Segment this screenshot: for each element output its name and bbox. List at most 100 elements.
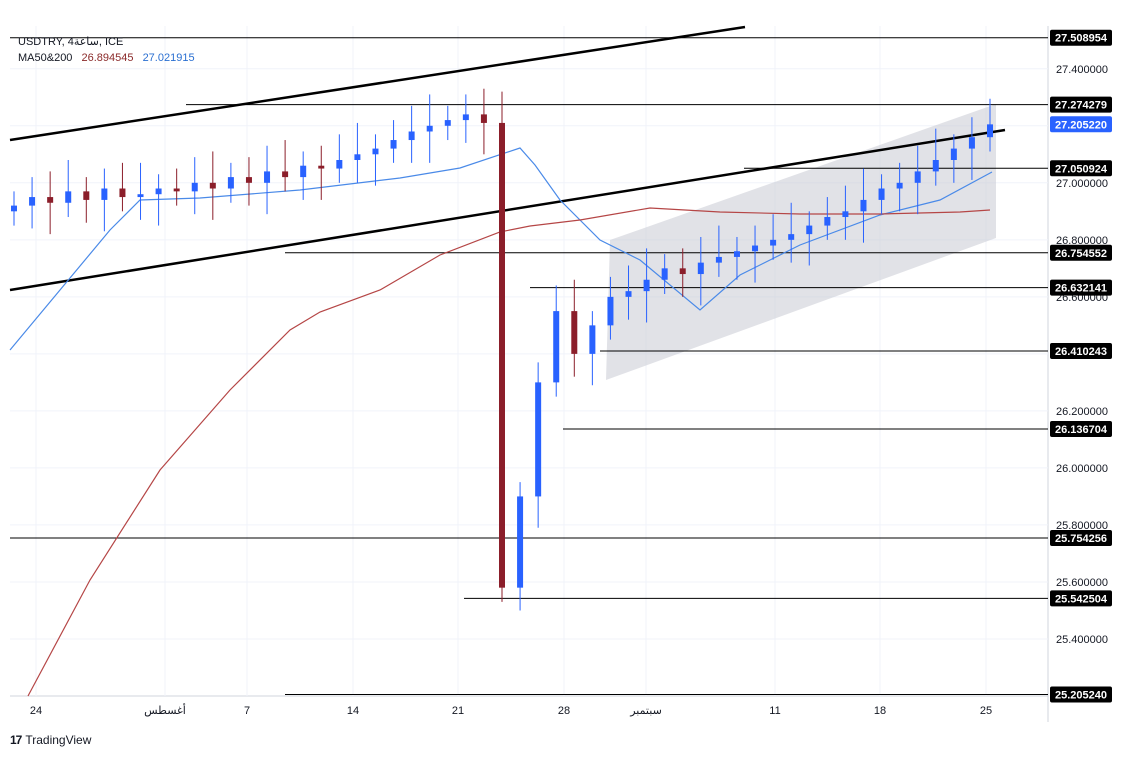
x-axis-ticks: 24 أغسطس 7 14 21 28 سبتمبر 11 18 25	[30, 703, 992, 717]
candle-body	[101, 188, 108, 200]
candle-body	[354, 154, 361, 160]
x-tick-label: 21	[452, 705, 464, 717]
candle-body	[607, 296, 614, 326]
candle-body	[733, 251, 740, 257]
y-tick-label: 25.400000	[1056, 634, 1108, 646]
y-tick-label: 26.200000	[1056, 406, 1108, 418]
candle-body	[137, 194, 144, 198]
candle-body	[318, 165, 325, 169]
level-badge-label: 25.754256	[1055, 533, 1107, 545]
level-badge-label: 25.542504	[1055, 593, 1108, 605]
candle-body	[770, 239, 777, 246]
level-badge-label: 26.632141	[1055, 283, 1107, 295]
candle-body	[987, 124, 993, 138]
candle-body	[119, 188, 126, 198]
last-price-badge	[1050, 116, 1112, 133]
x-tick-label: أغسطس	[144, 703, 186, 717]
candle-body	[372, 148, 379, 155]
lower-trendline	[9, 128, 1006, 292]
candle-body	[968, 137, 975, 149]
level-badge	[1050, 160, 1112, 177]
x-tick-label: 24	[30, 705, 42, 717]
candle-body	[932, 160, 939, 172]
candle-body	[47, 197, 54, 203]
candle-body	[752, 245, 759, 252]
x-tick-label: 14	[347, 705, 359, 717]
y-tick-label: 25.800000	[1056, 520, 1108, 532]
ma50-value: 26.894545	[81, 52, 134, 64]
candle-body	[860, 199, 867, 212]
candle-body	[896, 182, 903, 189]
level-badge	[1050, 420, 1112, 437]
candle-body	[426, 125, 433, 132]
candle-body	[191, 182, 198, 192]
x-tick-label: 28	[558, 705, 570, 717]
level-badge	[1050, 96, 1112, 113]
plot-area[interactable]	[10, 26, 1048, 696]
candle-body	[824, 217, 831, 226]
level-badge	[1050, 590, 1112, 607]
x-tick-label: 18	[874, 705, 886, 717]
candle-body	[697, 262, 704, 275]
candle-body	[788, 234, 795, 240]
candle-body	[480, 114, 487, 123]
ma-label: MA50&200	[18, 52, 73, 64]
candle-body	[878, 188, 885, 200]
ma-line-blue	[9, 147, 993, 351]
candle-body	[209, 182, 216, 189]
candle-body	[336, 160, 343, 169]
candle-body	[390, 140, 397, 149]
candle-body	[715, 256, 722, 263]
candle-body	[83, 191, 90, 200]
candle-body	[155, 188, 162, 195]
y-tick-label: 26.800000	[1056, 235, 1108, 247]
candle-body	[300, 165, 307, 178]
candle-body	[11, 205, 17, 212]
candle-body	[173, 188, 180, 192]
candle-body	[517, 496, 524, 588]
candle-body	[264, 171, 271, 183]
trendlines	[9, 25, 1006, 292]
last-price-label: 27.205220	[1055, 119, 1107, 131]
candle-body	[282, 171, 289, 178]
candle-body	[842, 211, 849, 218]
level-badge-label: 26.410243	[1055, 346, 1107, 358]
trend-channel	[606, 104, 996, 380]
candle-body	[950, 148, 957, 160]
candle-body	[408, 131, 415, 141]
candle-body	[661, 268, 668, 280]
x-tick-label: 7	[244, 705, 250, 717]
level-badge	[1050, 279, 1112, 296]
upper-trendline	[9, 25, 746, 142]
candle-body	[462, 114, 469, 121]
candle-body	[553, 311, 560, 383]
tradingview-brand[interactable]: 17 TradingView	[10, 733, 91, 747]
candle-body	[29, 197, 36, 206]
symbol-label: USDTRY, 4ساعة, ICE	[18, 36, 124, 48]
level-badge-label: 25.205240	[1055, 690, 1107, 702]
ma200-value: 27.021915	[142, 52, 195, 64]
level-badge	[1050, 529, 1112, 546]
level-badge-label: 27.274279	[1055, 100, 1107, 112]
level-badge-label: 26.754552	[1055, 248, 1107, 260]
level-badge-label: 27.050924	[1055, 163, 1108, 175]
level-badge	[1050, 29, 1112, 46]
candle-body	[571, 311, 578, 354]
candle-body	[643, 279, 650, 292]
candle-body	[535, 382, 542, 497]
level-badge-label: 26.136704	[1055, 424, 1108, 436]
candle-body	[914, 171, 921, 183]
candle-body	[444, 120, 451, 126]
price-badges: 27.508954 27.274279 27.050924 26.754552 26.6…	[1050, 29, 1112, 703]
x-tick-label: 25	[980, 705, 992, 717]
tradingview-logo-icon: 17	[10, 733, 22, 747]
candle-body	[625, 291, 632, 297]
price-levels	[10, 37, 1048, 696]
x-tick-label: سبتمبر	[629, 705, 662, 717]
brand-name: TradingView	[25, 733, 92, 747]
y-tick-label: 26.000000	[1056, 463, 1108, 475]
level-badge-label: 27.508954	[1055, 33, 1108, 45]
chart-legend: USDTRY, 4ساعة, ICE MA50&200 26.894545 27…	[18, 34, 201, 66]
candle-body	[679, 268, 686, 275]
